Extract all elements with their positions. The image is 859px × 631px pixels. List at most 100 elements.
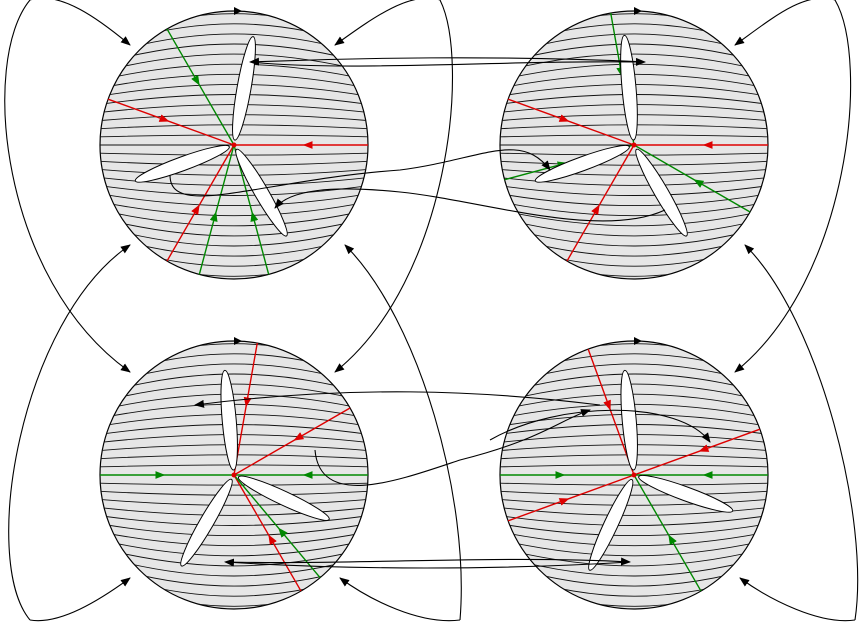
- flow-line: [100, 514, 368, 526]
- connector: [734, 0, 852, 373]
- flow-line: [500, 522, 768, 537]
- connector: [29, 577, 131, 622]
- slit: [534, 144, 630, 183]
- flow-line: [100, 482, 368, 486]
- connector: [344, 244, 462, 621]
- flow-line: [100, 498, 368, 506]
- flow-line: [100, 216, 368, 237]
- flow-line: [500, 538, 768, 557]
- center-point: [631, 472, 637, 478]
- flow-line: [100, 73, 368, 90]
- flow-line: [100, 152, 368, 156]
- slit: [134, 144, 230, 183]
- flow-line: [500, 383, 768, 404]
- disk-group: [495, 303, 773, 631]
- flow-line: [500, 192, 768, 207]
- separatrix: [166, 28, 235, 146]
- slit: [638, 474, 734, 513]
- flow-line: [500, 393, 768, 412]
- connector: [739, 577, 856, 622]
- flow-line: [495, 281, 773, 317]
- connector: [30, 0, 131, 46]
- disk-group: [95, 303, 373, 631]
- connector: [249, 57, 646, 67]
- connector: [489, 409, 711, 443]
- top-marker: [234, 7, 242, 15]
- flow-line: [500, 546, 768, 567]
- connector: [339, 577, 461, 622]
- flow-line: [100, 160, 368, 166]
- flow-line: [100, 200, 368, 217]
- disk-group: [495, 7, 773, 317]
- center-point: [231, 472, 237, 478]
- flow-line: [100, 538, 368, 557]
- flow-line: [500, 200, 768, 217]
- flow-line: [100, 506, 368, 516]
- center-point: [231, 142, 237, 148]
- flow-line: [100, 208, 368, 227]
- connector: [274, 188, 666, 222]
- flow-line: [500, 530, 768, 547]
- connections: [4, 0, 859, 622]
- slit: [237, 475, 330, 521]
- separatrix: [198, 144, 235, 275]
- flow-line: [100, 522, 368, 537]
- flow-line: [95, 611, 373, 631]
- separatrix: [233, 474, 302, 592]
- slit: [635, 148, 688, 237]
- connector: [734, 0, 835, 46]
- flow-line: [100, 53, 368, 74]
- separatrix: [633, 428, 761, 476]
- slit: [220, 369, 238, 471]
- flow-line: [100, 192, 368, 207]
- slit: [235, 148, 288, 237]
- flow-line: [500, 498, 768, 506]
- flow-line: [495, 611, 773, 631]
- separatrix: [566, 144, 635, 262]
- flow-line: [95, 281, 373, 317]
- connector: [249, 57, 646, 66]
- connector: [224, 558, 631, 569]
- separatrix: [507, 474, 635, 522]
- flow-line: [500, 506, 768, 516]
- flow-line: [95, 303, 373, 339]
- flow-line: [500, 160, 768, 166]
- separatrix: [233, 342, 258, 476]
- center-point: [631, 142, 637, 148]
- flow-line: [100, 393, 368, 412]
- connector: [169, 149, 551, 197]
- flow-line: [500, 490, 768, 496]
- top-marker: [634, 7, 642, 15]
- flow-line: [500, 208, 768, 227]
- top-marker: [634, 337, 642, 345]
- flow-line: [100, 490, 368, 496]
- separatrix: [633, 474, 702, 592]
- flow-line: [500, 514, 768, 526]
- flow-line: [500, 63, 768, 82]
- separatrix: [166, 144, 235, 262]
- flow-line: [100, 63, 368, 82]
- slit: [620, 369, 638, 471]
- flow-line: [495, 303, 773, 339]
- flow-line: [100, 176, 368, 186]
- connector: [194, 391, 601, 408]
- separatrix: [233, 407, 351, 476]
- connector: [314, 409, 591, 486]
- top-marker: [234, 337, 242, 345]
- connector: [744, 244, 859, 621]
- separatrix: [233, 144, 270, 275]
- flow-line: [100, 83, 368, 98]
- flow-line: [100, 94, 368, 106]
- flow-line: [100, 168, 368, 176]
- slit: [588, 478, 634, 571]
- flow-line: [500, 53, 768, 74]
- separatrix: [587, 348, 635, 476]
- connector: [334, 0, 453, 373]
- flow-line: [100, 530, 368, 547]
- disk-group: [95, 7, 373, 317]
- separatrix: [107, 98, 235, 146]
- flow-line: [500, 216, 768, 237]
- flow-line: [500, 176, 768, 186]
- separatrix: [633, 144, 751, 213]
